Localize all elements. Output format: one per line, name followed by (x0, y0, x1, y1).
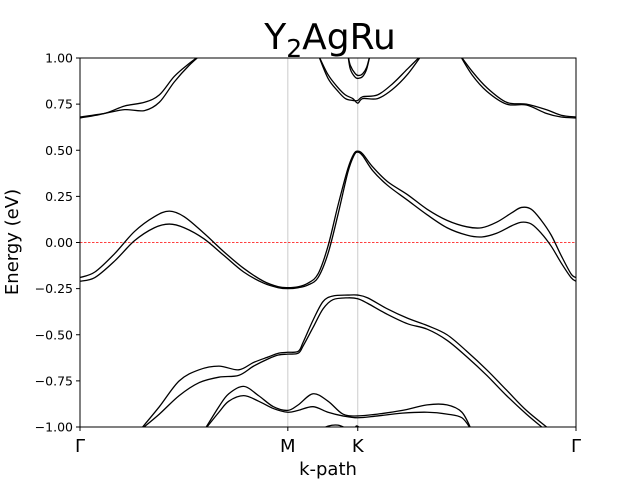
y-tick-label: 0.50 (45, 143, 73, 158)
band-line-4 (347, 58, 371, 80)
x-axis-label: k-path (299, 459, 357, 480)
band-line-7 (460, 58, 576, 119)
band-line-8 (461, 58, 576, 118)
band-line-15 (323, 424, 346, 427)
band-line-13 (206, 394, 471, 427)
band-line-6 (318, 58, 420, 102)
band-line-10 (80, 151, 576, 290)
band-line-2 (80, 58, 198, 119)
y-tick-label: −0.50 (35, 327, 73, 342)
x-tick-label: Γ (75, 436, 85, 457)
y-tick-label: −1.00 (35, 420, 73, 435)
y-axis-label: Energy (eV) (2, 189, 23, 295)
y-tick-label: −0.75 (35, 373, 73, 388)
y-tick-label: 0.75 (45, 97, 73, 112)
band-line-1 (80, 58, 199, 118)
x-tick-label: M (280, 436, 296, 457)
x-tick-label: Γ (571, 436, 581, 457)
band-curves (80, 58, 576, 427)
x-tick-label: K (352, 436, 365, 457)
band-line-11 (142, 297, 543, 427)
band-line-12 (141, 294, 548, 427)
y-tick-label: −0.25 (35, 281, 73, 296)
y-axis-ticks: −1.00 −0.75 −0.50 −0.25 0.00 0.25 0.50 0.75 1.00 (35, 51, 80, 435)
band-line-5 (319, 58, 421, 104)
chart-title: Y2AgRu (263, 17, 396, 63)
band-line-9 (80, 150, 576, 289)
y-tick-label: 0.25 (45, 189, 73, 204)
band-line-14 (205, 385, 471, 427)
y-tick-label: 0.00 (45, 235, 73, 250)
band-line-16 (354, 425, 360, 427)
y-tick-label: 1.00 (45, 51, 73, 66)
